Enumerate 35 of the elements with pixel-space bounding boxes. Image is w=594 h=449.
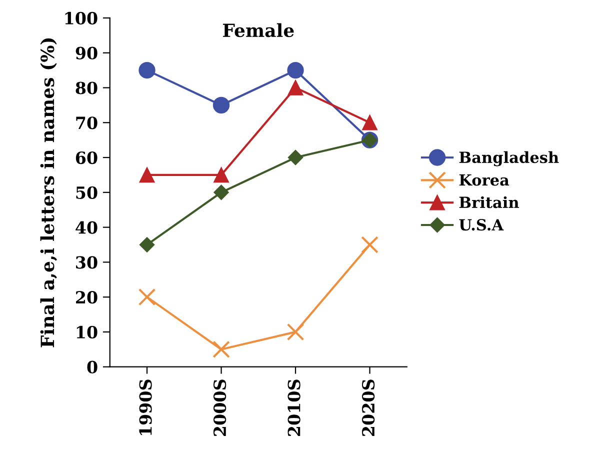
point [139, 167, 155, 183]
y-axis-title: Final a,e,i letters in names (%) [40, 38, 57, 348]
y-tick-label: 40 [76, 221, 98, 234]
point [288, 80, 304, 96]
point [286, 323, 304, 341]
y-tick-label: 50 [76, 186, 98, 199]
y-tick-label: 100 [65, 12, 98, 25]
y-tick-label: 60 [76, 151, 98, 164]
y-tick-label: 10 [76, 326, 98, 339]
point [138, 288, 156, 306]
legend-label: U.S.A [459, 219, 504, 231]
point [288, 150, 304, 166]
point [287, 62, 304, 79]
y-tick-label: 0 [87, 360, 98, 374]
x-tick-label: 2000S [213, 380, 226, 436]
y-tick-label: 90 [76, 46, 98, 60]
y-tick-label: 80 [76, 82, 98, 94]
x-tick-label: 2010S [288, 380, 300, 436]
legend-label: Britain [459, 196, 519, 208]
point [138, 62, 156, 79]
y-tick-label: 70 [76, 116, 98, 130]
y-tick-label: 30 [76, 256, 98, 269]
point [214, 184, 229, 200]
point [214, 167, 229, 183]
legend-label: Bangladesh [459, 151, 559, 166]
chart-title: Female [223, 23, 294, 38]
point [212, 96, 230, 114]
point [212, 340, 230, 358]
y-tick-label: 20 [76, 291, 98, 304]
x-tick-label: 2020S [362, 380, 375, 436]
x-tick-label: 1990S [139, 380, 152, 436]
point [362, 114, 378, 130]
point [139, 237, 155, 252]
legend-label: Korea [459, 174, 510, 186]
point [361, 236, 378, 254]
